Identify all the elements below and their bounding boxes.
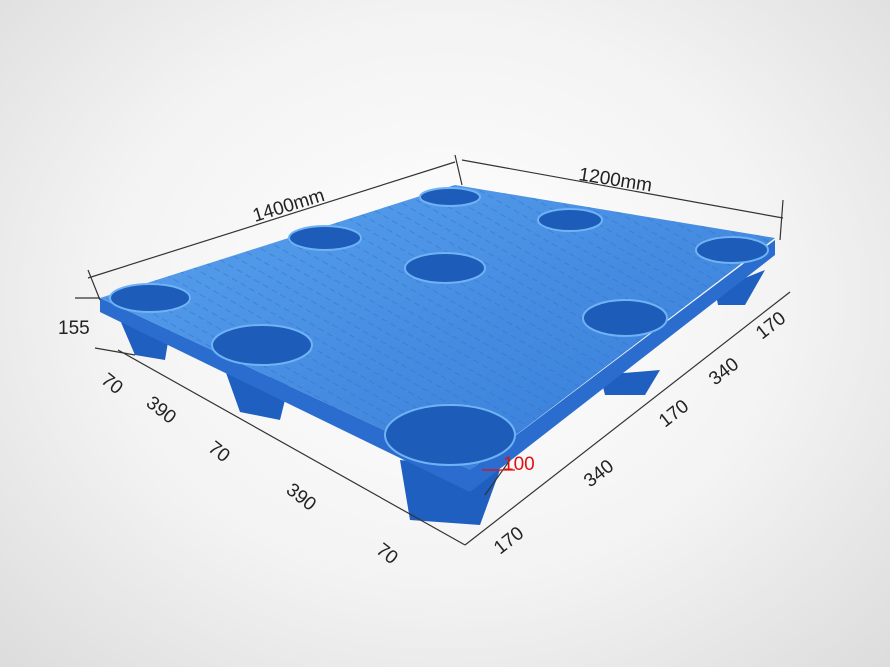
length-label: 1400mm [250,185,327,227]
width-segment: 170 [490,523,528,559]
height-label: 155 [58,318,90,339]
pallet-deck-side [100,240,775,492]
width-label: 1200mm [577,164,653,196]
length-segment: 70 [204,437,234,467]
width-segment: 170 [752,308,790,344]
width-segment: 340 [705,354,743,390]
pallet-holes [109,187,769,466]
leg-height-label: 100 [503,454,535,475]
pallet-tread-texture [100,185,775,470]
length-segment: 70 [97,369,127,399]
length-segment: 390 [142,392,180,428]
dimension-lines [75,154,791,546]
width-segment: 170 [655,396,693,432]
width-segment: 340 [580,456,618,492]
length-segment: 390 [282,479,320,515]
length-segment: 70 [372,539,402,569]
